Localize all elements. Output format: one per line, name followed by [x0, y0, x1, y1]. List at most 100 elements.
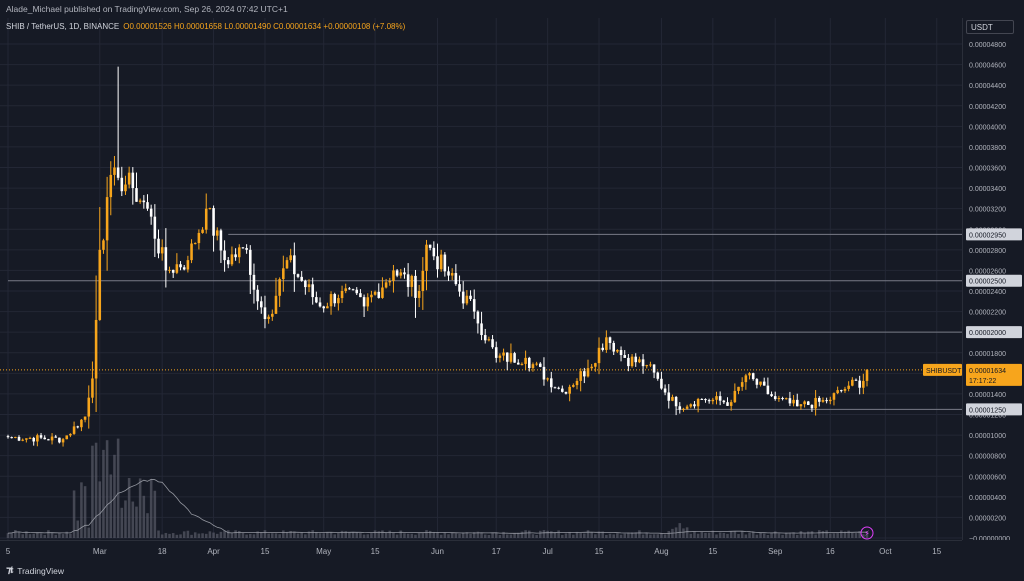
candle-body: [623, 355, 627, 358]
volume-bar: [447, 534, 450, 538]
volume-bar: [480, 532, 483, 538]
candle-body: [76, 426, 80, 428]
candle-body: [729, 402, 733, 406]
volume-bar: [300, 532, 303, 538]
volume-bar: [623, 533, 627, 538]
candle-body: [138, 200, 142, 202]
volume-bar: [524, 530, 527, 538]
price-tick-label: 0.00001800: [969, 351, 1006, 358]
candle-body: [711, 399, 715, 402]
candle-body: [43, 437, 46, 440]
volume-bar: [69, 533, 72, 538]
volume-bar: [234, 530, 237, 538]
level-price-tag: [966, 403, 1022, 416]
chart-svg[interactable]: ⚡ SHIBUSDT: [0, 18, 962, 540]
candle-body: [693, 404, 696, 407]
time-tick-label: Mar: [93, 547, 107, 556]
volume-bar: [168, 533, 171, 538]
time-tick-label: 15: [595, 547, 604, 556]
currency-badge[interactable]: USDT: [966, 20, 1014, 34]
candle-body: [315, 297, 318, 303]
candle-body: [25, 438, 28, 440]
level-price-tag: [966, 274, 1022, 287]
candle-body: [748, 373, 751, 376]
candle-body: [641, 359, 645, 367]
volume-bar: [454, 533, 458, 538]
candle-body: [817, 397, 821, 402]
candle-body: [300, 276, 303, 281]
volume-bar: [806, 531, 810, 538]
brand-label[interactable]: TradingView: [17, 565, 64, 576]
candle-body: [487, 339, 491, 341]
volume-bar: [142, 495, 146, 538]
current-price-tag: [966, 363, 1022, 386]
volume-bar: [575, 531, 579, 538]
volume-bar: [814, 534, 817, 538]
volume-bar: [94, 442, 98, 538]
volume-bar: [333, 534, 336, 538]
candle-body: [773, 396, 777, 400]
candle-body: [370, 294, 373, 298]
price-tick-label: 0.00004600: [969, 63, 1006, 70]
candle-body: [770, 394, 773, 397]
candle-body: [513, 353, 516, 363]
volume-bar: [594, 534, 597, 538]
candle-body: [94, 319, 98, 379]
volume-bar: [197, 533, 201, 538]
candle-body: [520, 363, 524, 365]
volume-bar: [362, 534, 366, 538]
candle-body: [14, 436, 17, 438]
candle-body: [524, 357, 527, 364]
volume-bar: [689, 533, 693, 538]
price-axis[interactable]: 0.00004800 0.00004600 0.00004400 0.00004200…: [962, 18, 1024, 543]
volume-bar: [190, 534, 193, 538]
volume-bar: [267, 533, 270, 538]
candle-body: [179, 264, 182, 268]
volume-ma-line: [7, 478, 868, 534]
volume-bar: [76, 520, 80, 538]
volume-bar: [865, 531, 869, 538]
volume-bar: [685, 527, 689, 538]
candle-body: [656, 372, 660, 379]
volume-bar: [568, 531, 571, 538]
candle-body: [638, 359, 641, 363]
candle-body: [160, 247, 164, 254]
volume-bar: [722, 532, 726, 538]
candle-body: [561, 388, 564, 392]
candle-body: [241, 247, 245, 249]
volume-bar: [737, 533, 740, 538]
price-tick-label: 0.00003800: [969, 145, 1006, 152]
symbol-legend: SHIB / TetherUS, 1D, BINANCE O0.00001526…: [6, 22, 405, 31]
volume-bar: [641, 534, 645, 538]
candle-body: [267, 316, 270, 320]
volume-bar: [293, 531, 296, 538]
tv-logo-icon[interactable]: ⁊𝖙: [6, 565, 13, 576]
volume-bar: [810, 531, 814, 538]
time-axis[interactable]: 5 Mar 18 Apr 15 May 15 Jun 17 Jul 15 Aug 15 Sep 16 Oct 1…: [0, 540, 962, 561]
candle-body: [116, 167, 120, 178]
candle-body: [704, 399, 707, 401]
volume-bar: [326, 532, 329, 538]
candle-body: [120, 177, 124, 192]
candle-body: [627, 357, 630, 367]
volume-bar: [6, 533, 10, 538]
chart-plot-area[interactable]: ⚡ SHIBUSDT: [0, 18, 962, 540]
volume-bar: [770, 532, 773, 538]
volume-bar: [278, 534, 281, 538]
candle-body: [516, 362, 520, 365]
volume-bar: [201, 533, 204, 538]
candle-body: [237, 247, 241, 258]
volume-bar: [256, 531, 259, 538]
price-tick-label: 0.00001200: [969, 413, 1006, 420]
volume-bar: [443, 532, 447, 538]
volume-bar: [307, 531, 311, 538]
symbol-title[interactable]: SHIB / TetherUS, 1D, BINANCE: [6, 22, 120, 31]
candle-body: [271, 313, 274, 317]
candle-body: [700, 398, 704, 400]
candle-body: [105, 197, 109, 241]
candle-body: [109, 174, 113, 198]
volume-bar: [318, 533, 322, 538]
candle-body: [733, 390, 737, 403]
volume-bar: [65, 531, 69, 538]
volume-bar: [439, 534, 443, 538]
